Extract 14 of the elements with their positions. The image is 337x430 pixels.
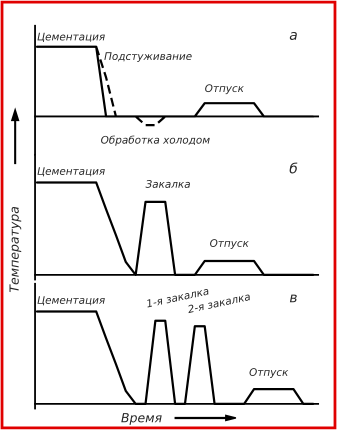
annotation: Отпуск <box>210 239 249 250</box>
y-axis-title: Температура <box>10 206 22 292</box>
text: Цементация <box>37 167 105 176</box>
text: Цементация <box>37 32 105 42</box>
annotation: Отпуск <box>205 84 244 94</box>
annotation: Закалка <box>146 180 190 188</box>
annotation: Отпуск <box>250 368 288 378</box>
x-axis-title: Время <box>121 413 162 425</box>
text: Обработка холодом <box>101 135 210 146</box>
chart-title: б <box>290 162 298 174</box>
chart-title: а <box>290 32 297 40</box>
annotation: Подстуживание <box>104 52 192 62</box>
chart-title: в <box>290 294 297 302</box>
text: Цементация <box>37 296 105 306</box>
